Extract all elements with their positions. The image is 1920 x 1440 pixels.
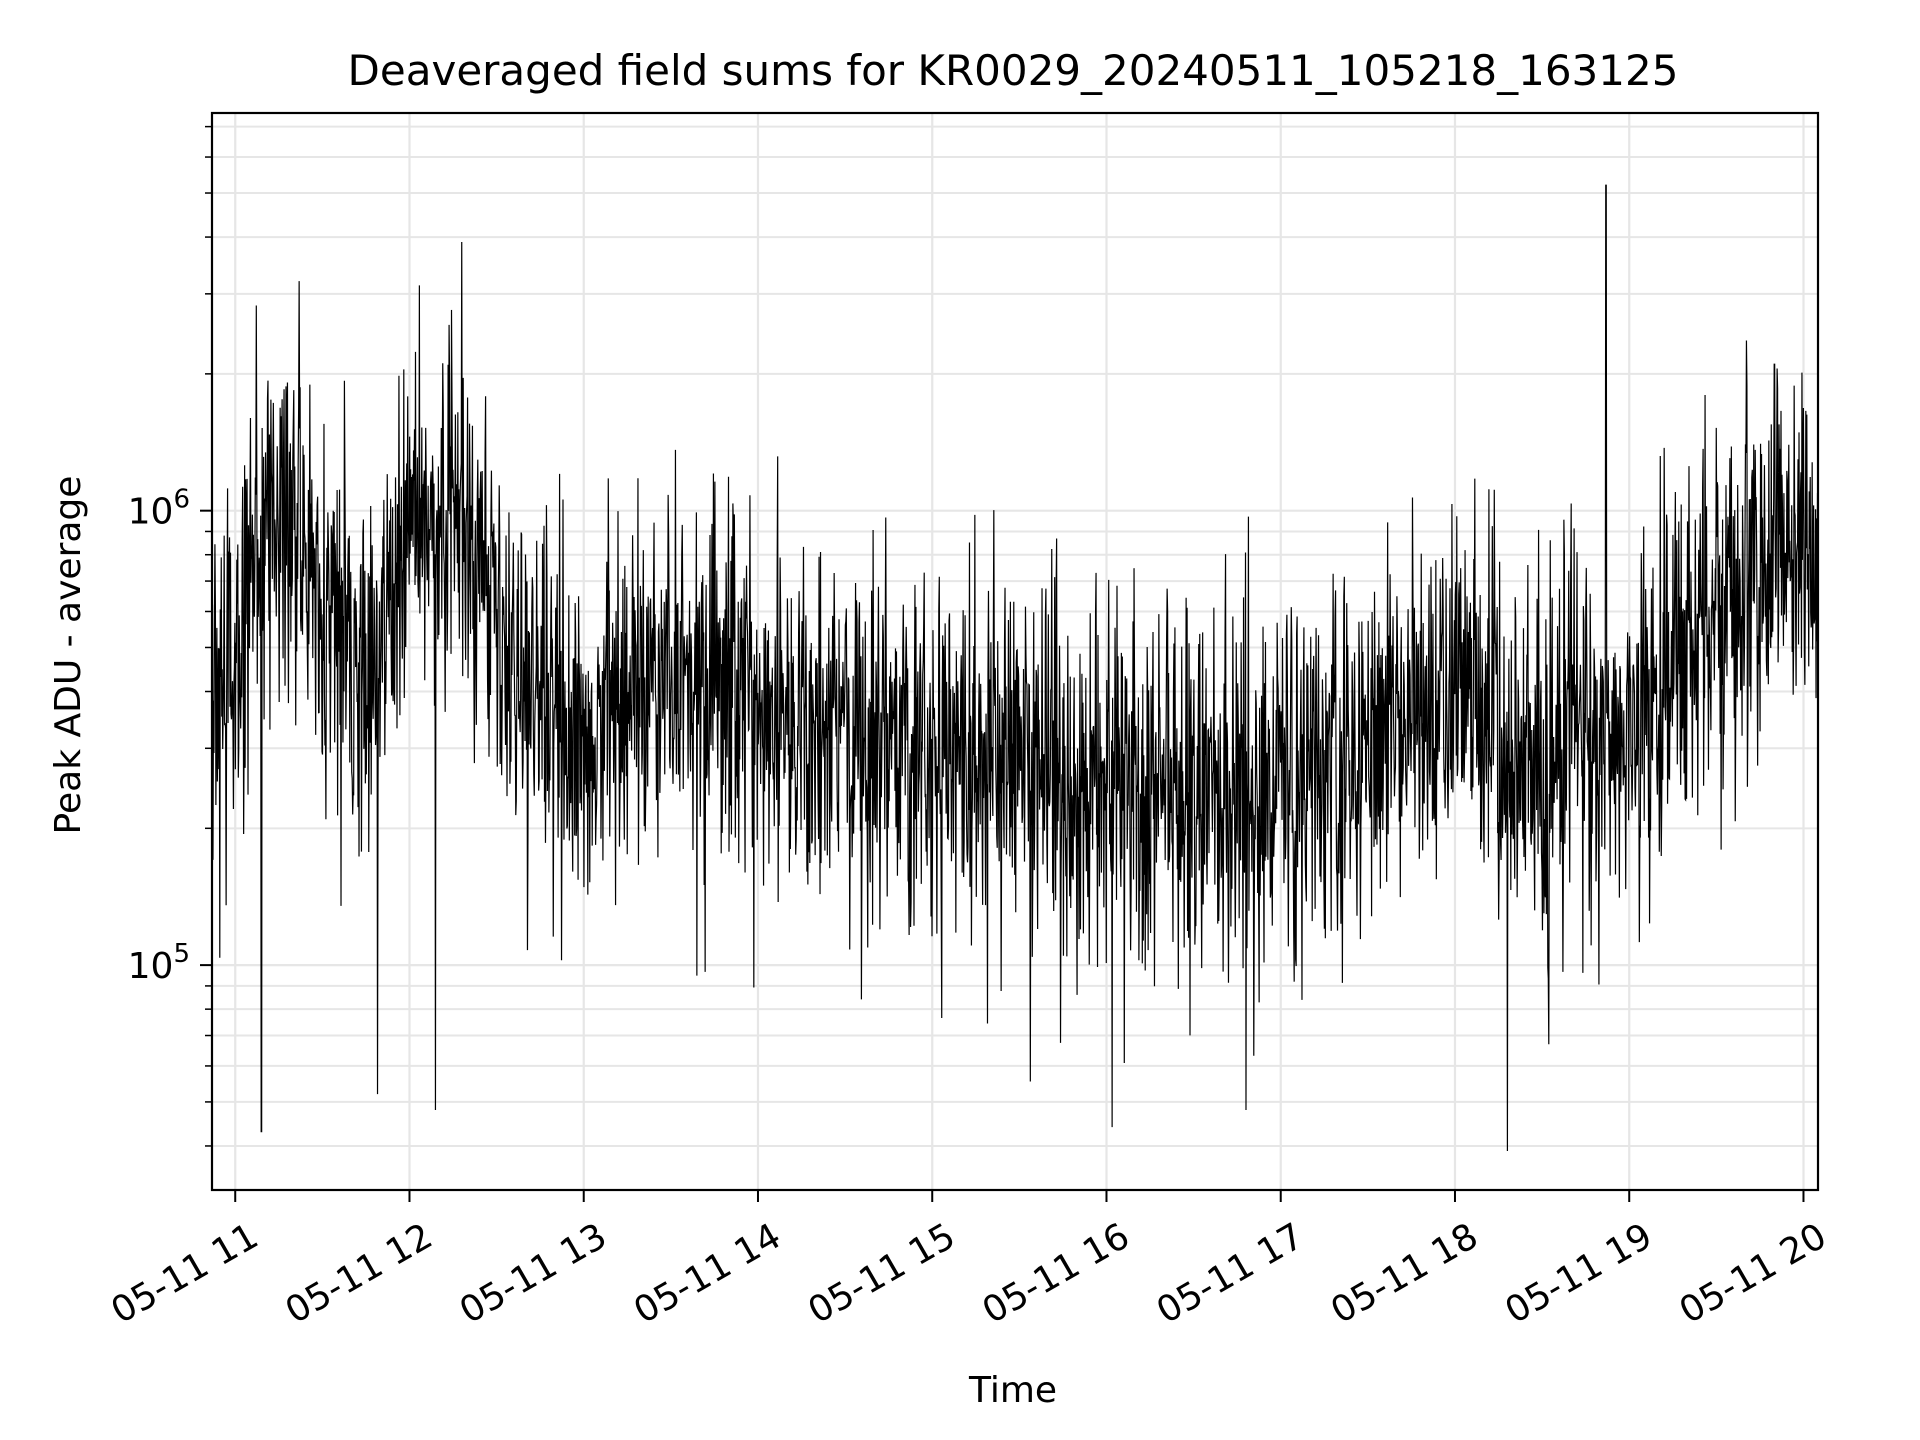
x-tick-label: 05-11 11 bbox=[105, 1216, 266, 1332]
chart-title: Deaveraged field sums for KR0029_2024051… bbox=[348, 46, 1679, 95]
x-tick-label: 05-11 15 bbox=[802, 1216, 963, 1332]
x-tick-label: 05-11 16 bbox=[976, 1216, 1137, 1332]
x-axis-ticks: 05-11 11 05-11 12 05-11 13 05-11 14 05-11 15… bbox=[105, 1190, 1834, 1332]
series-line bbox=[211, 184, 1819, 1151]
x-tick-label: 05-11 18 bbox=[1324, 1216, 1485, 1332]
x-tick-label: 05-11 17 bbox=[1150, 1216, 1311, 1332]
y-axis-label: Peak ADU - average bbox=[48, 476, 89, 835]
y-tick-label: 106 bbox=[128, 485, 190, 533]
series-layer bbox=[211, 184, 1819, 1151]
major-grid bbox=[212, 113, 1818, 1190]
y-tick-label: 105 bbox=[128, 939, 190, 987]
x-tick-label: 05-11 13 bbox=[453, 1216, 614, 1332]
x-tick-label: 05-11 20 bbox=[1673, 1216, 1834, 1332]
plot-frame bbox=[210, 111, 1820, 1192]
y-axis-ticks: 105 106 bbox=[128, 125, 212, 1147]
x-tick-label: 05-11 19 bbox=[1499, 1216, 1660, 1332]
x-tick-label: 05-11 12 bbox=[279, 1216, 440, 1332]
x-tick-label: 05-11 14 bbox=[627, 1216, 788, 1332]
x-axis-label: Time bbox=[968, 1370, 1057, 1411]
